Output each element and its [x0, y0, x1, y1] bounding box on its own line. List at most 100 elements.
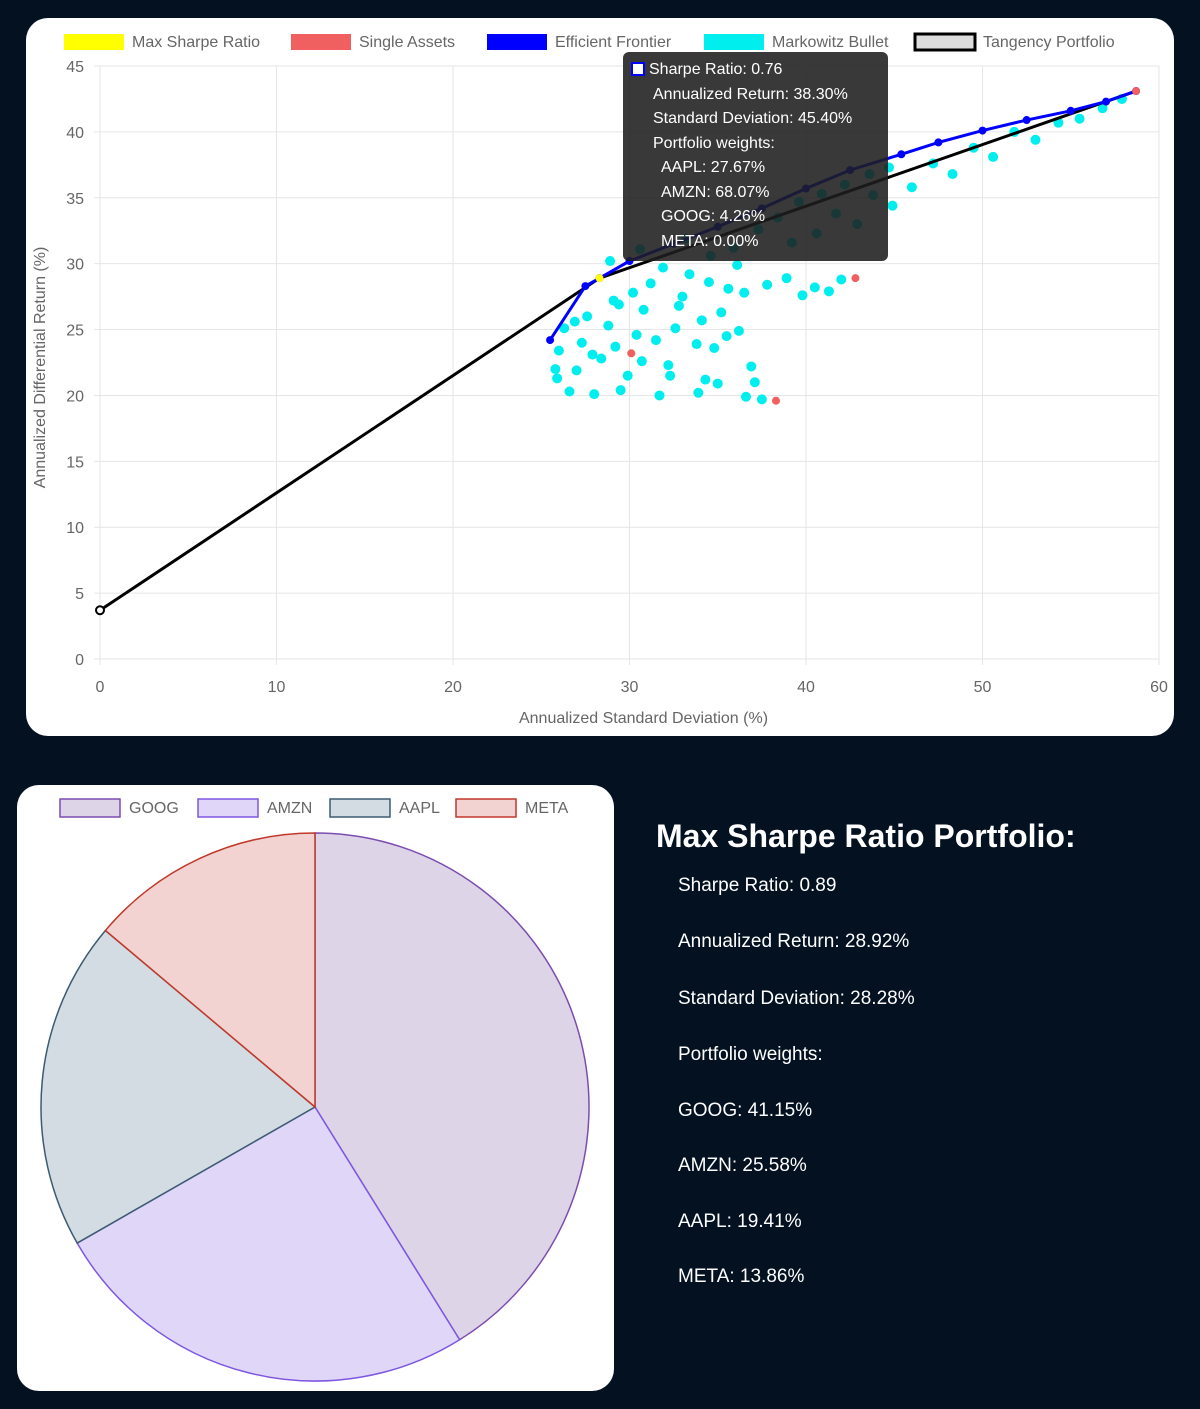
- bullet-point: [693, 387, 704, 398]
- bullet-point: [739, 287, 750, 298]
- bullet-point: [797, 290, 808, 301]
- legend-label: Efficient Frontier: [555, 34, 672, 51]
- bullet-point: [631, 329, 642, 340]
- bullet-point: [673, 300, 684, 311]
- bullet-point: [684, 269, 695, 280]
- legend-label: Single Assets: [359, 34, 455, 51]
- frontier-point: [897, 150, 906, 159]
- bullet-point: [691, 339, 702, 350]
- y-tick-label: 35: [66, 191, 84, 208]
- y-tick-label: 15: [66, 454, 84, 471]
- pie-slice-amzn: [76, 1105, 461, 1382]
- legend-label: Tangency Portfolio: [983, 34, 1115, 51]
- frontier-point: [978, 126, 987, 135]
- bullet-point: [605, 256, 616, 267]
- single-asset-point: [627, 349, 636, 358]
- pie-slice-goog: [314, 832, 590, 1341]
- pie-legend-item-aapl: AAPL: [329, 798, 440, 818]
- bullet-point: [663, 360, 674, 371]
- bullet-point: [733, 325, 744, 336]
- legend-label: Max Sharpe Ratio: [132, 34, 260, 51]
- bullet-point: [716, 307, 727, 318]
- tooltip-weight-amzn: AMZN: 68.07%: [661, 183, 770, 201]
- bullet-point: [610, 341, 621, 352]
- bullet-point: [887, 200, 898, 211]
- legend-swatch: [291, 34, 351, 50]
- bullet-point: [550, 364, 561, 375]
- bullet-point: [569, 316, 580, 327]
- bullet-point: [746, 361, 757, 372]
- frontier-point: [546, 336, 555, 345]
- bullet-point: [709, 343, 720, 354]
- frontier-point: [581, 282, 590, 291]
- bullet-point: [732, 259, 743, 270]
- frontier-point: [934, 138, 943, 147]
- x-tick-label: 60: [1150, 679, 1168, 696]
- bullet-point: [645, 278, 656, 289]
- pie-legend-label: AMZN: [267, 800, 312, 817]
- legend-item-efficient-frontier: Efficient Frontier: [487, 34, 672, 51]
- pie-legend-label: GOOG: [129, 800, 179, 817]
- single-asset-point: [771, 396, 780, 405]
- efficient-frontier-chart[interactable]: Max Sharpe Ratio Single Assets Efficient F…: [26, 18, 1174, 736]
- legend-item-single-assets: Single Assets: [291, 34, 455, 51]
- bullet-point: [696, 315, 707, 326]
- bullet-point: [712, 378, 723, 389]
- bullet-point: [636, 356, 647, 367]
- pie-legend-swatch: [59, 798, 121, 818]
- legend-label: Markowitz Bullet: [772, 34, 889, 51]
- summary-weight-goog: GOOG: 41.15%: [678, 1100, 813, 1121]
- bullet-point: [836, 274, 847, 285]
- chart-tooltip: Sharpe Ratio: 0.76 Annualized Return: 38…: [623, 52, 888, 261]
- legend-item-markowitz-bullet: Markowitz Bullet: [704, 34, 889, 51]
- tooltip-sharpe: Sharpe Ratio: 0.76: [649, 61, 783, 78]
- max-sharpe-point: [595, 274, 604, 283]
- tooltip-return: Annualized Return: 38.30%: [653, 85, 848, 103]
- y-tick-label: 40: [66, 125, 84, 142]
- bullet-point: [906, 182, 917, 193]
- bullet-point: [749, 377, 760, 388]
- y-tick-label: 0: [75, 652, 84, 669]
- legend-item-max-sharpe-ratio: Max Sharpe Ratio: [64, 34, 260, 51]
- bullet-point: [559, 323, 570, 334]
- bullet-point: [1097, 103, 1108, 114]
- legend-swatch: [64, 34, 124, 50]
- bullet-point: [723, 283, 734, 294]
- bullet-point: [622, 370, 633, 381]
- pie-legend-swatch: [455, 798, 517, 818]
- bullet-point: [638, 304, 649, 315]
- summary-weight-meta: META: 13.86%: [678, 1266, 805, 1287]
- x-tick-label: 0: [96, 679, 105, 696]
- bullet-point: [670, 323, 681, 334]
- y-tick-label: 20: [66, 388, 84, 405]
- bullet-point: [553, 345, 564, 356]
- bullet-point: [552, 373, 563, 384]
- legend-swatch: [487, 34, 547, 50]
- pie-legend-item-meta: META: [455, 798, 569, 818]
- tooltip-weight-aapl: AAPL: 27.67%: [661, 159, 766, 176]
- tooltip-sharpe-row: Sharpe Ratio: 0.76: [631, 58, 880, 83]
- bullet-point: [628, 287, 639, 298]
- frontier-point: [1022, 116, 1031, 125]
- weights-pie-chart[interactable]: GOOG AMZN AAPL META: [17, 785, 614, 1391]
- pie-legend-item-amzn: AMZN: [197, 798, 312, 818]
- bullet-point: [703, 277, 714, 288]
- pie-legend-label: META: [525, 800, 569, 817]
- bullet-point: [615, 385, 626, 396]
- pie-legend-swatch: [197, 798, 259, 818]
- legend-swatch: [704, 34, 764, 50]
- tooltip-weight-meta: META: 0.00%: [661, 232, 759, 250]
- x-tick-label: 30: [621, 679, 639, 696]
- summary-weight-aapl: AAPL: 19.41%: [678, 1211, 802, 1232]
- summary-return: Annualized Return: 28.92%: [678, 931, 910, 952]
- frontier-point: [1102, 97, 1111, 106]
- y-tick-label: 5: [75, 586, 84, 603]
- bullet-point: [582, 311, 593, 322]
- bullet-point: [721, 331, 732, 342]
- legend-swatch: [913, 32, 977, 52]
- bullet-point: [781, 273, 792, 284]
- bullet-point: [756, 394, 767, 405]
- bullet-point: [571, 365, 582, 376]
- pie-legend-label: AAPL: [399, 800, 440, 817]
- bullet-point: [823, 286, 834, 297]
